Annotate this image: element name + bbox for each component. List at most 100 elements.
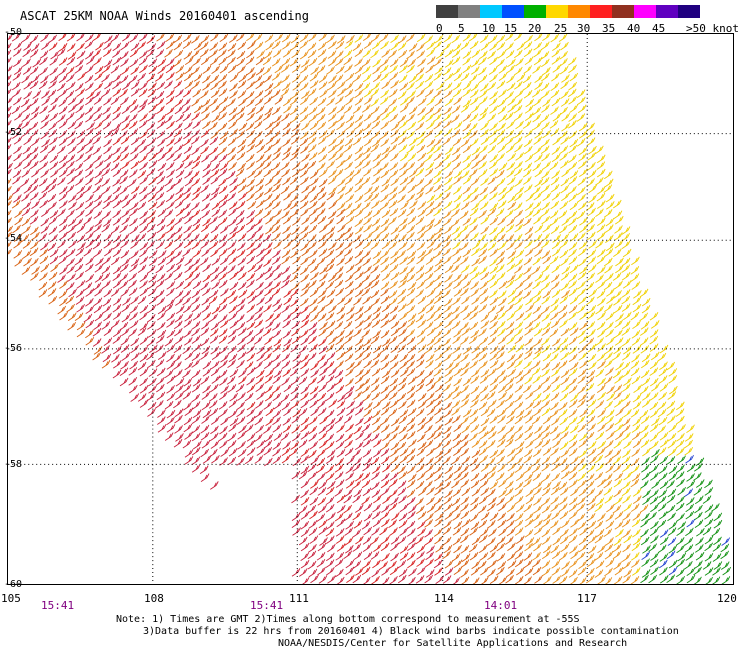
- wind-barb: [577, 305, 585, 313]
- wind-barb: [246, 154, 254, 162]
- wind-barb: [264, 169, 272, 177]
- wind-barb: [103, 97, 111, 105]
- wind-barb: [212, 257, 220, 265]
- wind-barb: [640, 289, 648, 297]
- wind-barb: [93, 57, 101, 65]
- wind-barb: [200, 466, 208, 474]
- wind-barb: [311, 369, 319, 377]
- wind-barb: [597, 298, 605, 306]
- wind-barb: [140, 113, 148, 121]
- wind-barb: [255, 139, 263, 147]
- wind-barb: [344, 50, 352, 58]
- wind-barb: [596, 561, 604, 569]
- wind-barb: [407, 288, 415, 296]
- wind-barb: [283, 408, 291, 416]
- wind-barb: [318, 393, 326, 401]
- wind-barb: [93, 224, 101, 232]
- wind-barb: [121, 250, 129, 258]
- wind-barb: [140, 288, 148, 296]
- wind-barb: [499, 281, 507, 289]
- wind-barb: [174, 136, 182, 144]
- wind-barb: [587, 321, 595, 329]
- wind-barb: [301, 274, 309, 282]
- wind-barb: [236, 210, 244, 218]
- wind-barb: [595, 504, 603, 512]
- wind-barb: [461, 577, 469, 585]
- wind-barb: [407, 577, 415, 585]
- wind-barb: [329, 201, 337, 209]
- wind-barb: [561, 185, 569, 193]
- wind-barb: [22, 267, 30, 275]
- wind-barb: [326, 298, 334, 306]
- wind-barb: [193, 344, 201, 352]
- wind-barb: [399, 336, 407, 344]
- wind-barb: [569, 194, 577, 202]
- wind-barb: [149, 250, 157, 258]
- wind-barb: [167, 385, 175, 393]
- wind-barb: [246, 123, 254, 131]
- wind-barb: [452, 407, 460, 415]
- wind-barb: [68, 322, 76, 330]
- wind-barb: [264, 346, 272, 354]
- wind-barb: [67, 168, 75, 176]
- wind-barb: [534, 241, 542, 249]
- wind-barb: [381, 407, 389, 415]
- wind-barb: [317, 187, 325, 195]
- wind-barb: [202, 304, 210, 312]
- wind-barb: [578, 577, 586, 585]
- wind-barb: [381, 417, 389, 425]
- wind-barb: [237, 322, 245, 330]
- wind-barb: [605, 450, 613, 458]
- wind-barb: [515, 527, 523, 535]
- wind-barb: [346, 456, 354, 464]
- wind-barb: [263, 353, 271, 361]
- wind-barb: [533, 281, 541, 289]
- wind-barb: [140, 211, 148, 219]
- wind-barb: [588, 257, 596, 265]
- wind-barb: [156, 384, 164, 392]
- wind-barb: [578, 202, 586, 210]
- wind-barb: [452, 306, 460, 314]
- wind-barb: [542, 328, 550, 336]
- wind-barb: [22, 34, 30, 42]
- wind-barb: [552, 248, 560, 256]
- wind-barb: [686, 425, 694, 433]
- wind-barb: [381, 296, 389, 304]
- wind-barb: [103, 121, 111, 129]
- wind-barb: [57, 114, 65, 122]
- wind-barb: [102, 89, 110, 97]
- wind-barb: [705, 536, 713, 544]
- wind-barb: [382, 241, 390, 249]
- wind-barb: [588, 441, 596, 449]
- wind-barb: [229, 448, 237, 456]
- wind-barb: [550, 402, 558, 410]
- wind-barb: [381, 313, 389, 321]
- wind-barb: [508, 153, 516, 161]
- wind-barb: [337, 130, 345, 138]
- wind-barb: [175, 200, 183, 208]
- wind-barb: [660, 537, 668, 545]
- wind-barb: [460, 385, 468, 393]
- wind-barb: [15, 217, 23, 225]
- wind-barb: [542, 33, 550, 41]
- wind-barb: [541, 306, 549, 314]
- wind-barb: [490, 360, 498, 368]
- wind-barb: [67, 131, 75, 139]
- wind-barb: [381, 354, 389, 362]
- wind-barb: [451, 480, 459, 488]
- wind-barb: [497, 234, 505, 242]
- wind-barb: [274, 209, 282, 217]
- wind-barb: [363, 449, 371, 457]
- wind-barb: [67, 249, 75, 257]
- wind-barb: [156, 359, 164, 367]
- wind-barb: [695, 537, 703, 545]
- wind-barb: [238, 282, 246, 290]
- wind-barb: [59, 75, 67, 83]
- wind-barb: [587, 513, 595, 521]
- wind-barb: [498, 311, 506, 319]
- wind-barb: [353, 43, 361, 51]
- wind-barb: [561, 471, 569, 479]
- footnote-line-1: Note: 1) Times are GMT 2)Times along bot…: [116, 614, 580, 625]
- wind-barb: [497, 227, 505, 235]
- wind-barb: [202, 121, 210, 129]
